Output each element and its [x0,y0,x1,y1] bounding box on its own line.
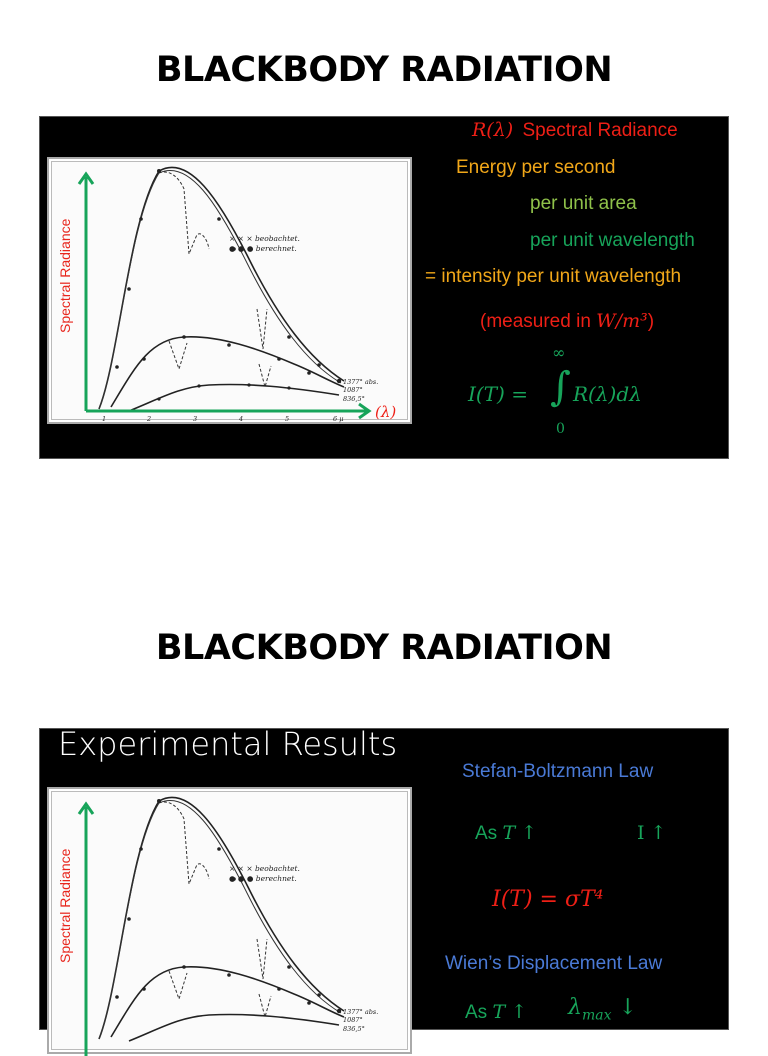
svg-text:836,5°: 836,5° [343,395,365,403]
definition-line-2: per unit area [530,193,637,214]
svg-text:4: 4 [238,415,243,423]
spectrum-plot: × × × beobachtet. ● ● ● berechnet. 1377°… [77,166,396,423]
radiation-figure: × × × beobachtet. ● ● ● berechnet. 1377°… [47,157,412,424]
wien-lambda-max: λmax ↓ [568,995,637,1024]
spectral-radiance-label: Spectral Radiance [522,120,678,141]
wien-as-T: As T ↑ [465,1001,528,1023]
svg-text:● ● ● berechnet.: ● ● ● berechnet. [229,244,297,253]
wien-title: Wien’s Displacement Law [445,953,663,974]
x-axis-label: (λ) [375,403,396,421]
definition-line-1: Energy per second [456,157,616,178]
stefan-I-up: I ↑ [637,822,667,844]
units-note: (measured in W/m³) [480,310,655,332]
definition-line-4: = intensity per unit wavelength [425,266,682,287]
svg-text:1377° abs.: 1377° abs. [343,378,378,386]
stefan-boltzmann-formula: I(T) = σT⁴ [492,887,604,912]
y-axis-label-2: Spectral Radiance [57,848,73,963]
svg-text:5: 5 [285,415,289,423]
y-axis-label: Spectral Radiance [57,218,73,333]
spectrum-plot-2: × × × beobachtet. ● ● ● berechnet. 1377°… [77,796,378,1056]
svg-text:1087°: 1087° [343,386,363,394]
svg-text:● ● ● berechnet.: ● ● ● berechnet. [229,874,297,883]
svg-text:× × × beobachtet.: × × × beobachtet. [229,234,300,243]
slide-2-title: BLACKBODY RADIATION [155,628,613,668]
svg-text:2: 2 [146,415,151,423]
radiation-figure-2: × × × beobachtet. ● ● ● berechnet. 1377°… [47,787,412,1056]
definition-line-3: per unit wavelength [530,230,695,251]
r-lambda-symbol: R(λ) [472,119,514,141]
stefan-as-T: As T ↑ [475,822,538,844]
svg-text:1087°: 1087° [343,1016,363,1024]
slide-1-title: BLACKBODY RADIATION [155,50,613,90]
svg-text:1: 1 [102,415,106,423]
svg-text:836,5°: 836,5° [343,1025,365,1033]
svg-text:3: 3 [193,415,197,423]
stefan-boltzmann-title: Stefan-Boltzmann Law [462,761,654,782]
slide-2: Experimental Results × × × beobachtet. ●… [40,725,728,1056]
svg-text:× × × beobachtet.: × × × beobachtet. [229,864,300,873]
svg-text:1377° abs.: 1377° abs. [343,1008,378,1016]
svg-text:6 μ: 6 μ [333,415,343,423]
slide-1: × × × beobachtet. ● ● ● berechnet. 1377°… [40,117,728,458]
experimental-results-heading: Experimental Results [58,725,398,763]
definition-heading: R(λ) Spectral Radiance [472,119,678,142]
